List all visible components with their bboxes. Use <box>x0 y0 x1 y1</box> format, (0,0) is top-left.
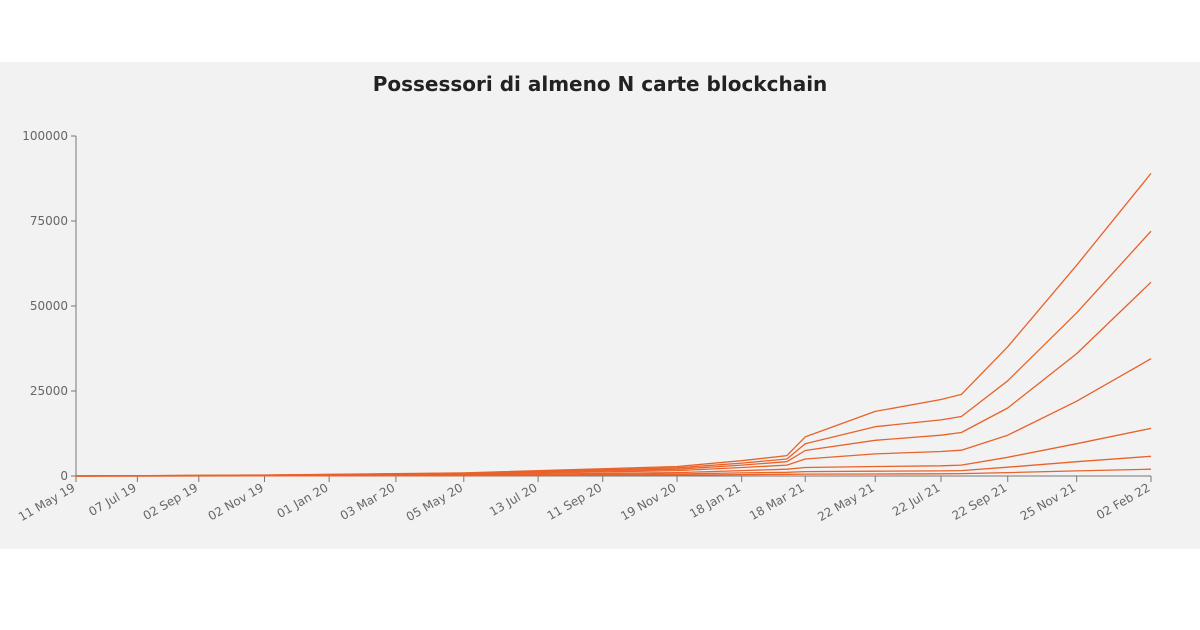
x-tick-label: 11 Sep 20 <box>545 480 605 523</box>
x-tick-label: 02 Feb 22 <box>1094 480 1152 522</box>
y-axis: 0 25000 50000 75000 100000 <box>22 129 77 483</box>
series-line-1 <box>75 172 1152 477</box>
x-tick-label: 01 Jan 20 <box>275 480 331 520</box>
x-tick-label: 19 Nov 20 <box>618 480 678 523</box>
x-tick-label: 07 Jul 19 <box>86 480 139 518</box>
x-tick-label: 05 May 20 <box>404 480 466 524</box>
x-tick-label: 18 Jan 21 <box>687 480 743 520</box>
x-tick-label: 02 Nov 19 <box>206 480 266 523</box>
x-axis: 11 May 19 07 Jul 19 02 Sep 19 02 Nov 19 01 J… <box>16 475 1153 524</box>
x-tick-label: 11 May 19 <box>16 480 78 524</box>
x-tick-label: 13 Jul 20 <box>487 480 540 518</box>
y-tick-label: 75000 <box>30 214 68 228</box>
y-tick-label: 100000 <box>22 129 68 143</box>
series-line-3 <box>75 281 1152 477</box>
series-group <box>75 172 1152 477</box>
x-tick-label: 25 Nov 21 <box>1018 480 1078 523</box>
series-line-4 <box>75 358 1152 477</box>
series-line-2 <box>75 230 1152 477</box>
x-tick-label: 22 May 21 <box>815 480 877 524</box>
y-tick-label: 0 <box>60 469 68 483</box>
y-tick-label: 25000 <box>30 384 68 398</box>
chart-title: Possessori di almeno N carte blockchain <box>372 72 828 96</box>
x-tick-label: 22 Sep 21 <box>950 480 1010 523</box>
y-tick-label: 50000 <box>30 299 68 313</box>
x-tick-label: 18 Mar 21 <box>747 480 807 523</box>
series-line-7 <box>75 468 1152 477</box>
x-tick-label: 22 Jul 21 <box>890 480 943 518</box>
x-tick-label: 02 Sep 19 <box>141 480 201 523</box>
x-tick-label: 03 Mar 20 <box>338 480 398 523</box>
